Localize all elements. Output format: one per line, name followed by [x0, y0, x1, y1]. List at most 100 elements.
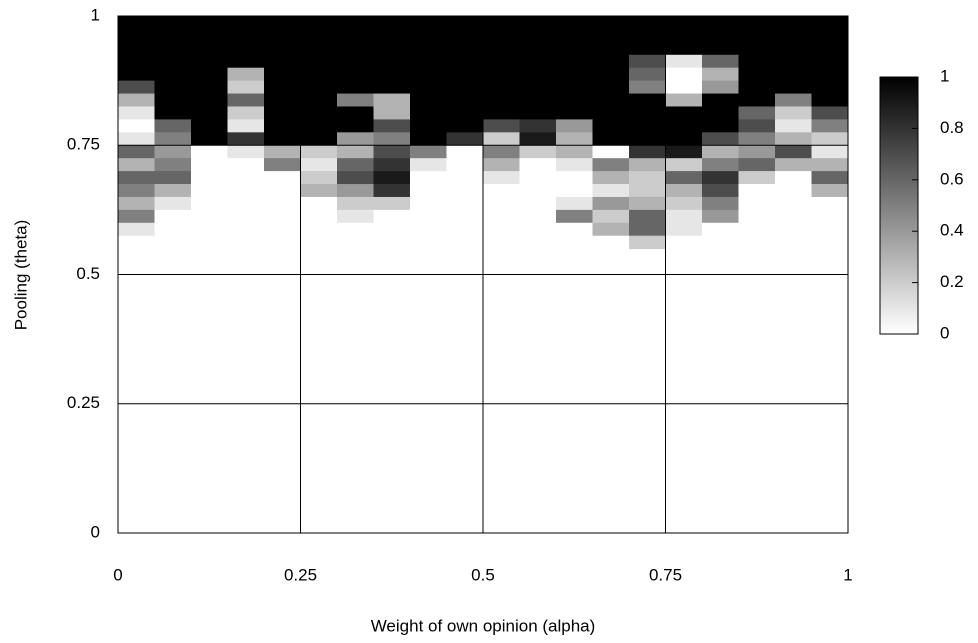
heatmap-cell [665, 145, 703, 159]
heatmap-cell [811, 106, 849, 120]
heatmap-cell [373, 119, 411, 133]
heatmap-cell [227, 209, 265, 224]
heatmap-cell [592, 145, 630, 159]
heatmap-cell [483, 171, 520, 185]
heatmap-cell [410, 132, 447, 146]
heatmap-cell [702, 209, 739, 224]
heatmap-cell [446, 171, 484, 185]
heatmap-cell [446, 80, 484, 95]
heatmap-cell [373, 158, 411, 172]
heatmap [118, 16, 849, 250]
heatmap-cell [337, 28, 374, 43]
heatmap-cell [227, 67, 265, 82]
heatmap-cell [629, 54, 666, 69]
heatmap-cell [191, 106, 228, 120]
heatmap-cell [519, 132, 557, 146]
heatmap-cell [300, 235, 338, 250]
heatmap-cell [519, 119, 557, 133]
heatmap-cell [154, 132, 192, 146]
heatmap-cell [738, 184, 776, 198]
heatmap-cell [629, 119, 666, 133]
heatmap-cell [556, 54, 593, 69]
heatmap-cell [738, 67, 776, 82]
heatmap-cell [775, 80, 812, 95]
heatmap-cell [264, 222, 301, 237]
heatmap-cell [373, 41, 411, 56]
plot-frame [117, 15, 849, 534]
axes: 0 0.25 0.5 0.75 1 0 0.25 0.5 0.75 1 0 0.2 0.4 0.6 0.8 1 [67, 5, 964, 584]
heatmap-cell [337, 171, 374, 185]
heatmap-cell [592, 54, 630, 69]
heatmap-cell [264, 28, 301, 43]
heatmap-cell [227, 54, 265, 69]
heatmap-cell [519, 93, 557, 107]
colorbar-tick-label: 1 [940, 66, 949, 85]
heatmap-cell [373, 93, 411, 107]
heatmap-cell [483, 158, 520, 172]
heatmap-cell [702, 16, 739, 30]
heatmap-cell [118, 80, 155, 95]
heatmap-cell [665, 158, 703, 172]
heatmap-cell [264, 119, 301, 133]
heatmap-cell [118, 209, 155, 224]
heatmap-cell [592, 184, 630, 198]
heatmap-cell [264, 209, 301, 224]
heatmap-cell [446, 106, 484, 120]
heatmap-cell [629, 145, 666, 159]
heatmap-cell [191, 16, 228, 30]
heatmap-cell [592, 16, 630, 30]
heatmap-cell [446, 54, 484, 69]
x-tick-label: 1 [843, 565, 852, 584]
heatmap-cell [446, 132, 484, 146]
heatmap-cell [665, 106, 703, 120]
heatmap-cell [811, 235, 849, 250]
heatmap-cell [264, 93, 301, 107]
heatmap-cell [191, 196, 228, 211]
heatmap-cell [446, 196, 484, 211]
heatmap-cell [300, 145, 338, 159]
heatmap-cell [373, 196, 411, 211]
heatmap-cell [410, 209, 447, 224]
heatmap-cell [811, 158, 849, 172]
heatmap-cell [775, 235, 812, 250]
heatmap-cell [300, 93, 338, 107]
heatmap-cell [191, 67, 228, 82]
heatmap-cell [519, 209, 557, 224]
heatmap-cell [738, 171, 776, 185]
heatmap-cell [227, 222, 265, 237]
heatmap-cell [556, 196, 593, 211]
heatmap-cell [191, 132, 228, 146]
heatmap-cell [775, 196, 812, 211]
heatmap-cell [337, 132, 374, 146]
heatmap-cell [264, 80, 301, 95]
heatmap-cell [446, 93, 484, 107]
heatmap-cell [483, 222, 520, 237]
heatmap-cell [556, 171, 593, 185]
heatmap-cell [738, 54, 776, 69]
heatmap-cell [775, 171, 812, 185]
heatmap-cell [337, 80, 374, 95]
heatmap-cell [446, 41, 484, 56]
heatmap-cell [118, 222, 155, 237]
heatmap-cell [629, 80, 666, 95]
heatmap-cell [592, 41, 630, 56]
heatmap-cell [665, 196, 703, 211]
heatmap-cell [118, 106, 155, 120]
heatmap-cell [556, 132, 593, 146]
heatmap-cell [227, 132, 265, 146]
heatmap-cell [702, 106, 739, 120]
heatmap-cell [300, 158, 338, 172]
heatmap-cell [118, 54, 155, 69]
heatmap-cell [592, 80, 630, 95]
heatmap-cell [592, 93, 630, 107]
heatmap-cell [264, 184, 301, 198]
heatmap-cell [738, 222, 776, 237]
heatmap-cell [337, 145, 374, 159]
heatmap-cell [191, 145, 228, 159]
heatmap-cell [191, 158, 228, 172]
heatmap-cell [519, 196, 557, 211]
heatmap-cell [811, 119, 849, 133]
heatmap-cell [811, 196, 849, 211]
heatmap-cell [410, 16, 447, 30]
